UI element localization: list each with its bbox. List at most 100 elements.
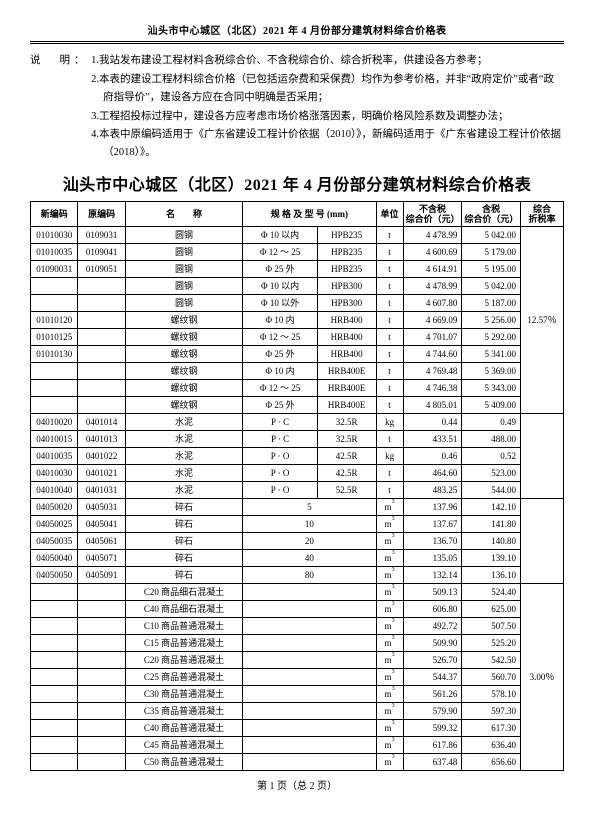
cell-price-excl: 464.60	[403, 464, 462, 481]
cell-price-excl: 137.96	[403, 498, 462, 515]
cell-price-incl: 5 292.00	[462, 328, 521, 345]
col-price-excl-l2: 综合价（元）	[406, 214, 460, 224]
cell-oldcode: 0405071	[78, 549, 125, 566]
cell-unit: kg	[376, 447, 403, 464]
cell-newcode	[31, 685, 78, 702]
table-row: 040100400401031水泥P · O52.5Rt483.25544.00	[31, 481, 564, 498]
cell-name: 圆钢	[125, 260, 242, 277]
cell-oldcode: 0401014	[78, 413, 125, 430]
cell-unit: m3	[376, 583, 403, 600]
cell-price-incl: 5 343.00	[462, 379, 521, 396]
cell-name: 水泥	[125, 447, 242, 464]
cell-newcode: 04050025	[31, 515, 78, 532]
cell-oldcode: 0109051	[78, 260, 125, 277]
cell-oldcode	[78, 719, 125, 736]
cell-price-incl: 136.10	[462, 566, 521, 583]
cell-oldcode	[78, 736, 125, 753]
table-row: 01010125螺纹钢Φ 12 ～ 25HRB400t4 701.075 292…	[31, 328, 564, 345]
cell-newcode	[31, 651, 78, 668]
cell-oldcode: 0109031	[78, 226, 125, 243]
cell-spec-l: Φ 12 ～ 25	[243, 243, 318, 260]
cell-price-excl: 4 607.80	[403, 294, 462, 311]
cell-newcode	[31, 736, 78, 753]
cell-oldcode	[78, 294, 125, 311]
cell-price-incl: 5 187.00	[462, 294, 521, 311]
table-row: 040100200401014水泥P · C32.5Rkg0.440.49	[31, 413, 564, 430]
cell-price-incl: 578.10	[462, 685, 521, 702]
table-row: C30 商品普通混凝土m3561.26578.10	[31, 685, 564, 702]
cell-newcode: 04050040	[31, 549, 78, 566]
cell-newcode	[31, 719, 78, 736]
cell-price-excl: 135.05	[403, 549, 462, 566]
cell-newcode: 01010125	[31, 328, 78, 345]
cell-name: C35 商品普通混凝土	[125, 702, 242, 719]
cell-name: 碎石	[125, 515, 242, 532]
notes-label: 说 明	[30, 52, 74, 70]
cell-spec	[243, 583, 376, 600]
cell-spec: 40	[243, 549, 376, 566]
table-row: 040500250405041碎石10m3137.67141.80	[31, 515, 564, 532]
cell-price-excl: 137.67	[403, 515, 462, 532]
notes-body: 1.我站发布建设工程材料含税综合价、不含税综合价、综合折税率，供建设各方参考；2…	[91, 52, 561, 163]
cell-name: 螺纹钢	[125, 311, 242, 328]
cell-spec-r: 32.5R	[317, 430, 376, 447]
cell-unit: t	[376, 311, 403, 328]
cell-spec	[243, 753, 376, 770]
col-oldcode: 原编码	[78, 202, 125, 227]
page-header-title: 汕头市中心城区（北区）2021 年 4 月份部分建筑材料综合价格表	[30, 22, 564, 40]
cell-unit: t	[376, 328, 403, 345]
table-row: 040500200405031碎石5m3137.96142.10	[31, 498, 564, 515]
cell-spec-r: HPB235	[317, 260, 376, 277]
cell-price-excl: 4 669.09	[403, 311, 462, 328]
cell-price-incl: 0.49	[462, 413, 521, 430]
table-row: C10 商品普通混凝土m3492.72507.50	[31, 617, 564, 634]
cell-unit: t	[376, 277, 403, 294]
col-price-excl-l1: 不含税	[419, 204, 446, 214]
cell-spec-r: 32.5R	[317, 413, 376, 430]
cell-name: C40 商品普通混凝土	[125, 719, 242, 736]
cell-spec-r: HPB300	[317, 277, 376, 294]
cell-unit: t	[376, 379, 403, 396]
cell-price-incl: 542.50	[462, 651, 521, 668]
cell-price-excl: 4 600.69	[403, 243, 462, 260]
cell-spec-r: HRB400	[317, 311, 376, 328]
cell-name: C25 商品普通混凝土	[125, 668, 242, 685]
cell-unit: m3	[376, 566, 403, 583]
cell-spec-l: Φ 10 以内	[243, 226, 318, 243]
cell-spec-l: P · O	[243, 481, 318, 498]
cell-price-excl: 0.44	[403, 413, 462, 430]
cell-price-excl: 483.25	[403, 481, 462, 498]
cell-unit: m3	[376, 685, 403, 702]
notes-line: 2.本表的建设工程材料综合价格（已包括运杂费和采保费）均作为参考价格，并非“政府…	[91, 71, 561, 107]
cell-name: 螺纹钢	[125, 328, 242, 345]
cell-oldcode	[78, 379, 125, 396]
cell-name: 圆钢	[125, 277, 242, 294]
cell-spec	[243, 651, 376, 668]
cell-price-excl: 4 805.01	[403, 396, 462, 413]
table-row: C20 商品普通混凝土m3526.70542.50	[31, 651, 564, 668]
table-row: 010100350109041圆钢Φ 12 ～ 25HPB235t4 600.6…	[31, 243, 564, 260]
cell-price-incl: 5 042.00	[462, 226, 521, 243]
cell-unit: t	[376, 294, 403, 311]
cell-price-incl: 560.70	[462, 668, 521, 685]
cell-spec	[243, 736, 376, 753]
cell-spec	[243, 600, 376, 617]
cell-newcode: 04010020	[31, 413, 78, 430]
cell-price-excl: 433.51	[403, 430, 462, 447]
cell-unit: m3	[376, 498, 403, 515]
table-row: 040500500405091碎石80m3132.14136.10	[31, 566, 564, 583]
cell-price-incl: 524.40	[462, 583, 521, 600]
cell-name: 圆钢	[125, 243, 242, 260]
table-row: 螺纹钢Φ 25 外HRB400Et4 805.015 409.00	[31, 396, 564, 413]
cell-name: 螺纹钢	[125, 362, 242, 379]
cell-unit: m3	[376, 532, 403, 549]
table-row: 010100300109031圆钢Φ 10 以内HPB235t4 478.995…	[31, 226, 564, 243]
cell-price-excl: 606.80	[403, 600, 462, 617]
cell-spec-l: Φ 12 ～ 25	[243, 379, 318, 396]
cell-oldcode: 0109041	[78, 243, 125, 260]
cell-unit: t	[376, 362, 403, 379]
cell-price-incl: 141.80	[462, 515, 521, 532]
cell-spec-l: P · O	[243, 464, 318, 481]
cell-spec-r: 42.5R	[317, 447, 376, 464]
cell-price-incl: 488.00	[462, 430, 521, 447]
